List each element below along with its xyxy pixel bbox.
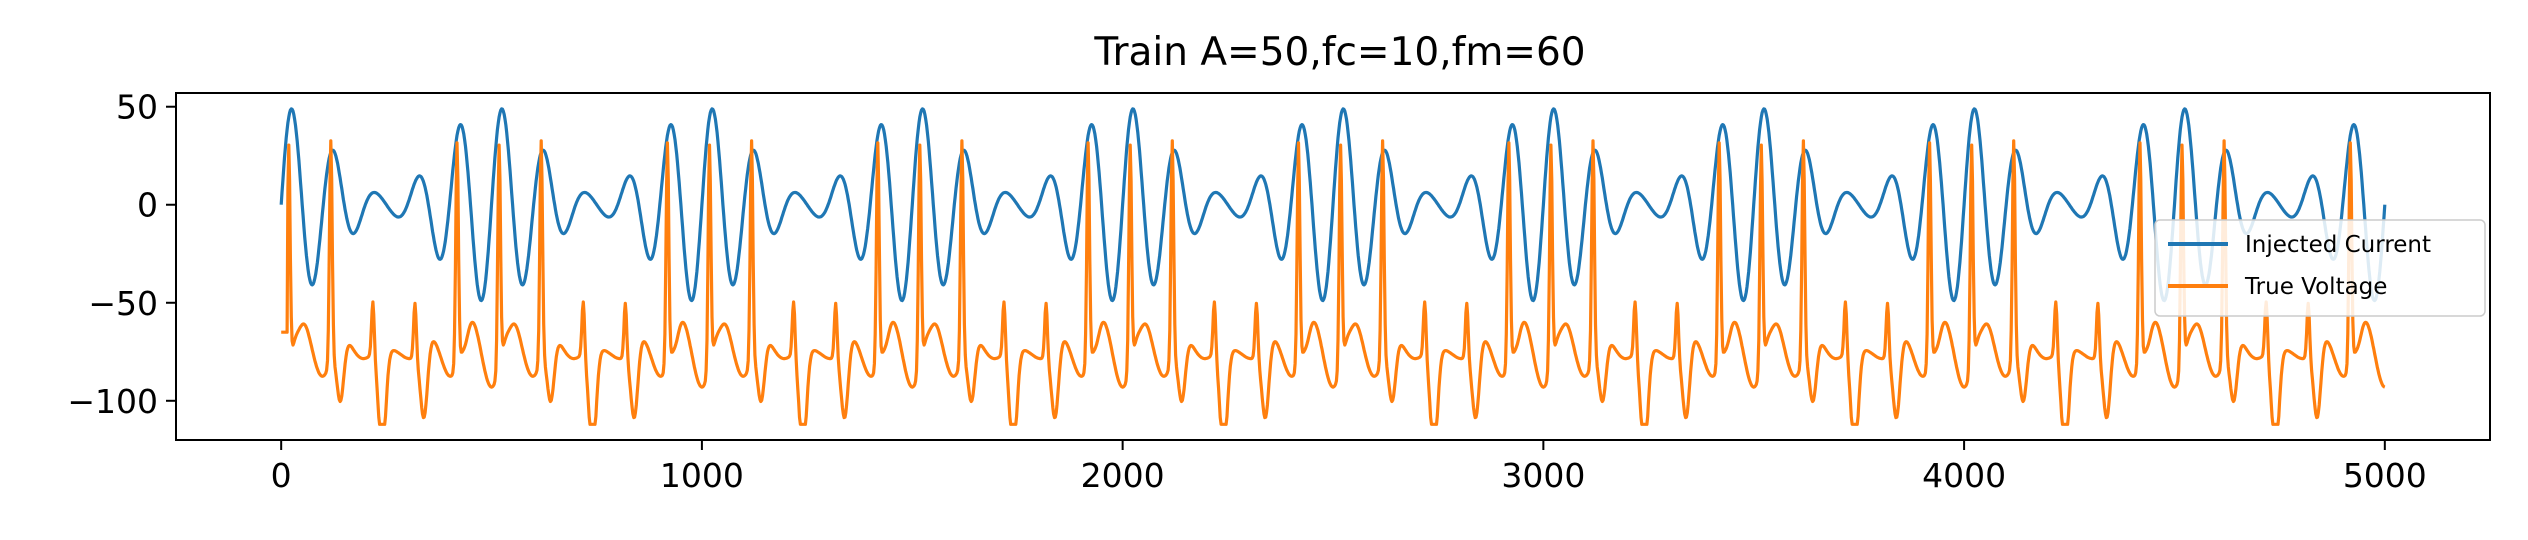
plot-frame <box>175 92 2491 441</box>
x-tick-label: 1000 <box>660 456 744 495</box>
x-tick-label: 4000 <box>1922 456 2006 495</box>
legend: Injected Current True Voltage <box>2154 219 2486 317</box>
legend-label-injected-current: Injected Current <box>2245 232 2431 258</box>
x-tick-label: 5000 <box>2343 456 2427 495</box>
y-tick-label: 0 <box>137 186 158 225</box>
series-line-injected-current <box>279 107 2387 303</box>
series-line-true-voltage <box>280 139 2386 426</box>
y-tick-label: −50 <box>88 284 158 323</box>
legend-box <box>2154 219 2486 317</box>
legend-label-true-voltage: True Voltage <box>2244 274 2387 300</box>
x-tick-label: 2000 <box>1081 456 1165 495</box>
x-tick-label: 0 <box>271 456 292 495</box>
chart-title: Train A=50,fc=10,fm=60 <box>1093 30 1585 75</box>
y-tick-label: 50 <box>116 88 158 127</box>
x-tick-label: 3000 <box>1501 456 1585 495</box>
y-tick-label: −100 <box>67 382 158 421</box>
